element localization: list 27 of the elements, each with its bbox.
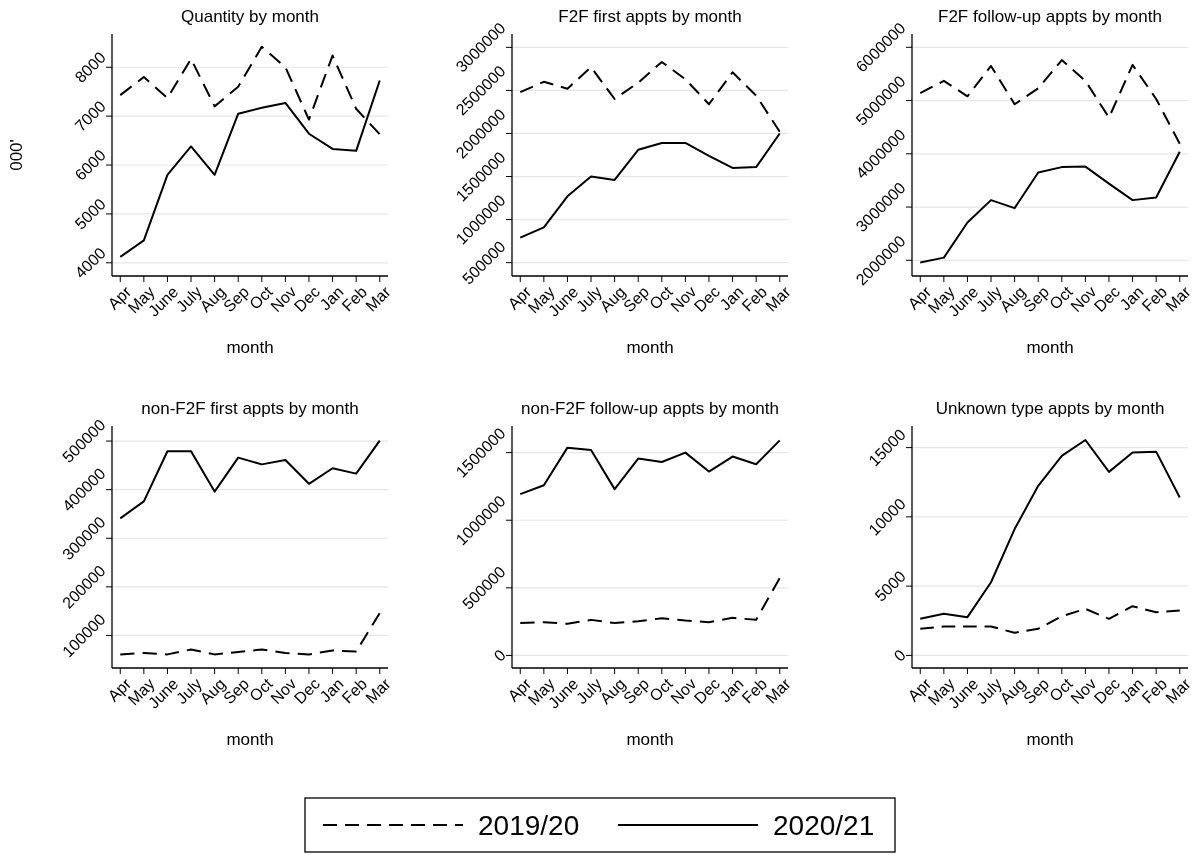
x-axis-title: month: [226, 338, 274, 357]
line-series: [119, 439, 381, 520]
chart-title: Quantity by month: [181, 7, 319, 26]
chart-title: non-F2F follow-up appts by month: [521, 399, 779, 418]
line-series: [119, 45, 381, 136]
line-series: [919, 150, 1181, 264]
x-axis-title: month: [626, 338, 674, 357]
x-axis-title: month: [226, 730, 274, 749]
chart-title: F2F follow-up appts by month: [938, 7, 1162, 26]
y-tick-label: 0: [890, 646, 910, 665]
y-tick-label: 0: [490, 646, 510, 665]
x-axis-title: month: [626, 730, 674, 749]
legend-label: 2020/21: [773, 810, 875, 841]
chart-title: Unknown type appts by month: [935, 399, 1165, 418]
chart-title: non-F2F first appts by month: [141, 399, 359, 418]
line-series: [119, 612, 381, 656]
line-series: [519, 576, 781, 625]
line-series: [919, 59, 1181, 145]
x-axis-title: month: [1026, 338, 1074, 357]
legend-label: 2019/20: [478, 810, 580, 841]
y-axis-title: 000': [7, 139, 26, 171]
line-series: [919, 438, 1181, 620]
line-series: [919, 605, 1181, 634]
x-axis-title: month: [1026, 730, 1074, 749]
chart-title: F2F first appts by month: [558, 7, 742, 26]
line-series: [119, 79, 381, 258]
line-series: [519, 439, 781, 496]
